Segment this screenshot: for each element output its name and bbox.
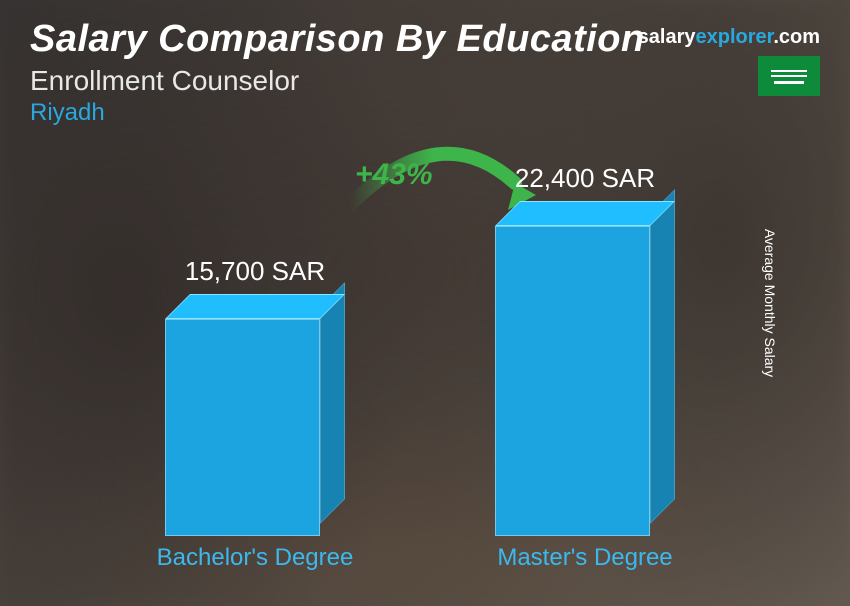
bar-front bbox=[495, 226, 650, 536]
bar-side bbox=[320, 282, 345, 524]
location: Riyadh bbox=[30, 99, 820, 127]
bar-front bbox=[165, 319, 320, 536]
bar-value: 15,700 SAR bbox=[185, 256, 325, 287]
bar-label: Master's Degree bbox=[497, 544, 672, 572]
salary-bar-chart: 15,700 SAR Bachelor's Degree 22,400 SAR … bbox=[0, 146, 850, 576]
country-flag-icon bbox=[758, 56, 820, 96]
brand-logo: salaryexplorer.com bbox=[638, 26, 820, 49]
bar-top bbox=[495, 201, 675, 226]
bar-top bbox=[165, 294, 345, 319]
bar-label: Bachelor's Degree bbox=[157, 544, 354, 572]
bar-side bbox=[650, 189, 675, 524]
bar-value: 22,400 SAR bbox=[515, 163, 655, 194]
job-title: Enrollment Counselor bbox=[30, 65, 820, 97]
